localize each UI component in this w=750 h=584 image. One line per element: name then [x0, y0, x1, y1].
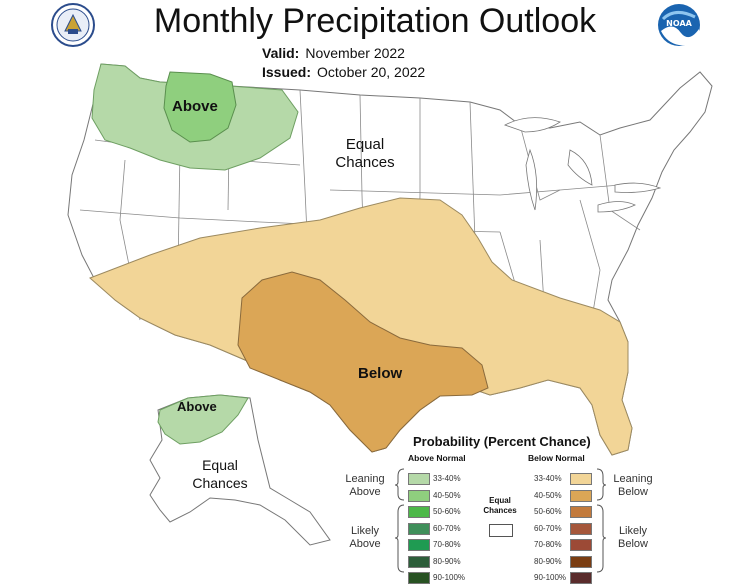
legend-equal-chances: Equal Chances: [476, 496, 524, 516]
legend-below-swatch: [570, 539, 592, 551]
legend-below-range-label: 33-40%: [534, 474, 562, 483]
valid-line: Valid: November 2022: [262, 45, 405, 61]
legend-leaning-below: Leaning Below: [606, 473, 660, 499]
above-33-40-region-alaska: [157, 394, 249, 445]
legend-below-swatch: [570, 473, 592, 485]
legend-above-swatch: [408, 489, 430, 502]
leaning-below-line2: Below: [618, 486, 648, 498]
legend-below-range-label: 40-50%: [534, 490, 562, 500]
legend-above-range-label: 80-90%: [433, 556, 461, 566]
legend-above-swatch: [408, 555, 430, 568]
equal-chances-line1: Equal: [345, 136, 385, 153]
legend-above-range-label: 33-40%: [433, 474, 461, 483]
legend-above-range-label: 60-70%: [433, 523, 461, 533]
equal-chances-line2: Chances: [335, 154, 395, 171]
equal-chances-label-conus: Equal Chances: [320, 136, 410, 172]
equal-chances-alaska-line1: Equal: [202, 457, 238, 473]
legend-above-swatch: [408, 506, 430, 518]
equal-chances-label-alaska: Equal Chances: [180, 456, 260, 492]
legend-likely-above: Likely Above: [338, 525, 392, 551]
legend-above-range-label: 40-50%: [433, 490, 461, 500]
page-title: Monthly Precipitation Outlook: [153, 2, 597, 40]
legend-above-swatch: [408, 473, 430, 485]
equal-chances-alaska-line2: Chances: [192, 475, 248, 491]
issued-label: Issued:: [262, 64, 312, 80]
noaa-logo-text: NOAA: [666, 19, 692, 28]
legend-below-range-label: 80-90%: [534, 556, 562, 566]
legend-below-range-label: 70-80%: [534, 540, 562, 549]
noaa-logo-icon: NOAA: [658, 4, 700, 46]
valid-value: November 2022: [305, 45, 405, 61]
legend-below-range-label: 90-100%: [534, 573, 567, 582]
legend-above-range-label: 70-80%: [433, 540, 461, 549]
legend-below-header: Below Normal: [528, 453, 585, 463]
valid-label: Valid:: [262, 45, 300, 61]
legend-above-swatch: [408, 522, 430, 535]
legend-equal-chances-swatch: [489, 524, 513, 537]
doc-seal-icon: [51, 3, 95, 47]
issued-value: October 20, 2022: [317, 64, 426, 80]
likely-below-line1: Likely: [618, 525, 648, 537]
legend-equal-line2: Chances: [483, 506, 517, 515]
likely-below-line2: Below: [618, 538, 648, 550]
issued-line: Issued: October 20, 2022: [262, 64, 425, 80]
legend-below-swatch: [570, 506, 592, 518]
legend-below-swatch: [570, 489, 592, 502]
legend-above-swatch: [408, 539, 430, 551]
likely-above-line1: Likely: [350, 525, 380, 537]
above-label-nw: Above: [172, 98, 218, 115]
legend-leaning-above: Leaning Above: [338, 473, 392, 499]
below-label: Below: [358, 365, 403, 382]
legend-below-range-label: 60-70%: [534, 523, 562, 533]
legend-above-header: Above Normal: [408, 453, 466, 463]
great-lakes: [503, 117, 662, 213]
legend-title: Probability (Percent Chance): [413, 434, 591, 449]
legend-above-swatch: [408, 572, 430, 584]
above-label-alaska: Above: [177, 399, 217, 414]
likely-above-line2: Above: [349, 538, 381, 550]
legend-below-range-label: 50-60%: [534, 507, 562, 516]
legend-above-range-label: 90-100%: [433, 573, 466, 582]
legend-below-swatch: [570, 555, 592, 568]
legend-below-swatch: [570, 572, 592, 584]
legend-equal-line1: Equal: [489, 496, 511, 505]
below-40-50-region: [237, 271, 489, 453]
leaning-below-line1: Leaning: [613, 473, 653, 485]
leaning-above-line2: Above: [349, 486, 381, 498]
legend-below-swatch: [570, 522, 592, 535]
legend-above-range-label: 50-60%: [433, 507, 461, 516]
leaning-above-line1: Leaning: [345, 473, 385, 485]
above-40-50-region-nw: [163, 71, 237, 143]
legend-likely-below: Likely Below: [606, 525, 660, 551]
